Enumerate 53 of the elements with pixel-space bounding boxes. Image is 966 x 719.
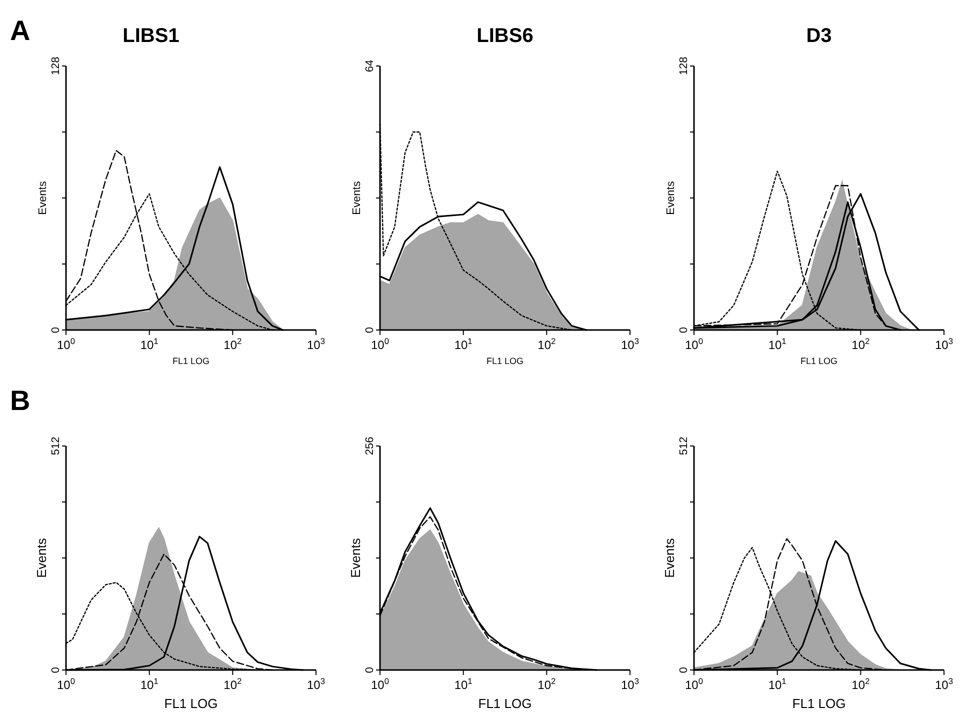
x-tick-label: 10$^{2}$ <box>852 336 870 352</box>
x-tick-label: 10$^{1}$ <box>454 336 473 352</box>
x-tick-label: 10$^{2}$ <box>852 676 870 692</box>
y-tick-label: 0 <box>364 666 376 674</box>
y-tick-label: 0 <box>50 326 62 334</box>
x-tick-label: 10$^{2}$ <box>224 336 242 352</box>
x-tick-label: 10$^{1}$ <box>454 676 473 692</box>
x-tick-label: 10$^{1}$ <box>768 676 787 692</box>
y-axis-title: Events <box>665 180 677 215</box>
x-tick-label: 10$^{3}$ <box>934 336 954 352</box>
x-tick-label: 10$^{1}$ <box>140 676 159 692</box>
y-axis-title: Events <box>348 538 363 578</box>
x-tick-label: 10$^{2}$ <box>224 676 242 692</box>
chart-title: LIBS6 <box>476 25 534 47</box>
x-axis-title: FL1 LOG <box>164 696 218 711</box>
x-axis-title: FL1 LOG <box>792 696 846 711</box>
y-tick-label: 512 <box>678 436 690 456</box>
x-tick-label: 10$^{3}$ <box>306 336 326 352</box>
x-axis-title: FL1 LOG <box>800 356 838 366</box>
x-tick-label: 10$^{2}$ <box>538 336 556 352</box>
y-tick-label: 0 <box>364 326 376 334</box>
x-tick-label: 10$^{2}$ <box>538 676 556 692</box>
x-tick-label: 10$^{3}$ <box>934 676 954 692</box>
chart-title: LIBS1 <box>122 25 180 47</box>
y-tick-label: 128 <box>678 56 690 76</box>
x-axis-title: FL1 LOG <box>486 356 524 366</box>
y-axis-title: Events <box>34 538 49 578</box>
x-axis-title: FL1 LOG <box>478 696 532 711</box>
x-tick-label: 10$^{0}$ <box>370 336 390 352</box>
y-tick-label: 512 <box>50 436 62 456</box>
x-tick-label: 10$^{0}$ <box>684 676 704 692</box>
x-tick-label: 10$^{1}$ <box>768 336 787 352</box>
y-tick-label: 0 <box>50 666 62 674</box>
text: A <box>10 15 30 46</box>
y-tick-label: 0 <box>678 326 690 334</box>
x-tick-label: 10$^{0}$ <box>684 336 704 352</box>
y-axis-title: Events <box>662 538 677 578</box>
x-tick-label: 10$^{3}$ <box>306 676 326 692</box>
y-tick-label: 256 <box>364 436 376 456</box>
y-axis-title: Events <box>351 180 363 215</box>
x-tick-label: 10$^{3}$ <box>620 676 640 692</box>
y-tick-label: 0 <box>678 666 690 674</box>
x-axis-title: FL1 LOG <box>172 356 210 366</box>
chart-title: D3 <box>806 25 832 47</box>
y-tick-label: 128 <box>50 56 62 76</box>
x-tick-label: 10$^{0}$ <box>56 336 76 352</box>
x-tick-label: 10$^{1}$ <box>140 336 159 352</box>
x-tick-label: 10$^{0}$ <box>56 676 76 692</box>
y-tick-label: 64 <box>364 60 376 72</box>
x-tick-label: 10$^{0}$ <box>370 676 390 692</box>
text: B <box>10 385 30 416</box>
x-tick-label: 10$^{3}$ <box>620 336 640 352</box>
y-axis-title: Events <box>37 180 49 215</box>
